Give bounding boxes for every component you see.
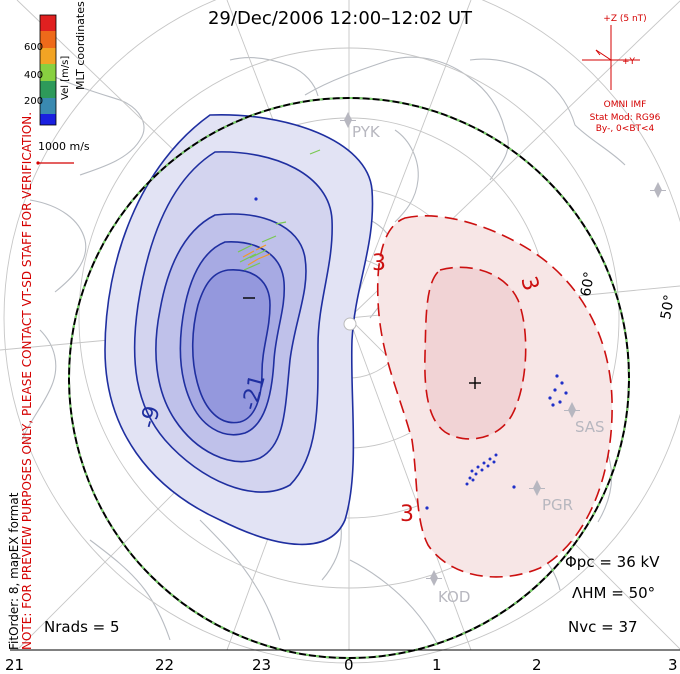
station-pyk-label: PYK [352, 123, 380, 141]
imf-y-label: +Y [622, 57, 636, 67]
imf-model: Stat Mod: RG96 [589, 113, 661, 123]
colorbar-label-200: 200 [24, 96, 44, 107]
station-markers [340, 112, 666, 586]
velocity-vectors [237, 149, 568, 510]
contour-label-3b: 3 [515, 274, 543, 294]
mlt-tick-1: 1 [432, 656, 442, 674]
station-pyk-icon [340, 112, 356, 128]
vector-count: Nvc = 37 [568, 618, 638, 636]
imf-source: OMNI IMF [603, 100, 647, 110]
mlt-tick-22: 22 [155, 656, 175, 674]
imf-conditions: By-, 0<BT<4 [595, 124, 655, 134]
hmb-latitude: ΛHM = 50° [572, 584, 656, 602]
coordinate-system-label: MLT coordinates [74, 1, 87, 90]
colorbar-label-400: 400 [24, 70, 44, 81]
negative-potential-cell [104, 114, 374, 546]
station-pgr-icon [529, 480, 545, 496]
imf-clock-icon [582, 25, 640, 90]
mlt-tick-3: 3 [668, 656, 678, 674]
contour-label-3a: 3 [372, 251, 386, 276]
mlt-tick-21: 21 [5, 656, 25, 674]
reference-vector-label: 1000 m/s [38, 140, 90, 153]
side-notes: FitOrder: 8, mapEX format NOTE: FOR PREV… [7, 30, 34, 650]
station-sas-label: SAS [575, 418, 605, 436]
colorbar-label-600: 600 [24, 42, 44, 53]
mlt-tick-2: 2 [532, 656, 542, 674]
colorbar-title: Vel [m/s] [60, 55, 71, 100]
radar-count: Nrads = 5 [44, 618, 120, 636]
pole-marker [343, 317, 357, 331]
station-pgr-label: PGR [542, 496, 574, 514]
imf-scale-label: +Z (5 nT) [603, 14, 647, 24]
positive-potential-cell [376, 215, 613, 578]
map-title: 29/Dec/2006 12:00–12:02 UT [207, 8, 473, 29]
mlt-tick-0: 0 [344, 656, 354, 674]
mlt-tick-23: 23 [252, 656, 272, 674]
velocity-color-bar [39, 14, 57, 126]
station-kod-label: KOD [438, 588, 471, 606]
extrema-markers [243, 297, 481, 389]
fit-order-note: FitOrder: 8, mapEX format [7, 492, 21, 650]
contour-label-3c: 3 [400, 502, 414, 527]
preview-notice: NOTE: FOR PREVIEW PURPOSES ONLY, PLEASE … [20, 111, 34, 650]
station-kod-icon [426, 570, 442, 586]
station-sas-icon [564, 402, 580, 418]
station-edge-icon [650, 182, 666, 198]
cross-polar-potential: Φpc = 36 kV [565, 553, 660, 571]
